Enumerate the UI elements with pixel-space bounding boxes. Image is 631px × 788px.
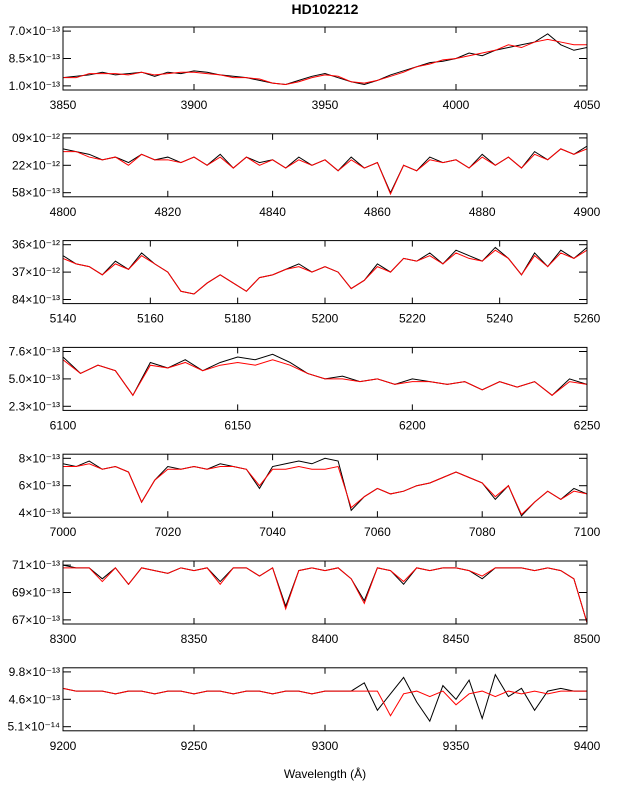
x-tick-label: 8450	[443, 632, 470, 646]
x-tick-label: 5240	[486, 312, 513, 326]
x-tick-label: 9300	[312, 739, 339, 753]
spectrum-line	[63, 463, 587, 516]
spectrum-line	[63, 145, 587, 194]
x-tick-label: 4840	[259, 205, 286, 219]
x-tick-label: 4880	[469, 205, 496, 219]
x-tick-label: 6100	[50, 418, 77, 432]
y-tick-label: 7.0×10⁻¹³	[9, 24, 60, 38]
x-tick-label: 8350	[181, 632, 208, 646]
spectrum-line	[63, 148, 587, 196]
x-tick-label: 7060	[364, 525, 391, 539]
spectrum-line	[63, 673, 587, 723]
x-tick-label: 4900	[574, 205, 601, 219]
y-tick-label: 6×10⁻¹³	[19, 479, 60, 493]
x-tick-label: 6150	[224, 418, 251, 432]
spectrum-line	[63, 564, 587, 623]
x-tick-label: 6250	[574, 418, 601, 432]
panel-frame	[62, 667, 588, 732]
x-tick-label: 5220	[399, 312, 426, 326]
spectrum-line	[63, 567, 587, 623]
panel-frame	[62, 133, 588, 198]
x-tick-label: 9200	[50, 739, 77, 753]
y-tick-label: 5.1×10⁻¹⁴	[7, 720, 60, 734]
x-tick-label: 3950	[312, 98, 339, 112]
x-tick-label: 9400	[574, 739, 601, 753]
x-tick-label: 4800	[50, 205, 77, 219]
y-tick-label: 4×10⁻¹³	[19, 506, 60, 520]
y-tick-label: 9.8×10⁻¹³	[9, 665, 60, 679]
x-tick-label: 7020	[154, 525, 181, 539]
y-tick-label: 8×10⁻¹³	[19, 451, 60, 465]
x-axis-label: Wavelength (Å)	[284, 766, 366, 781]
x-tick-label: 4860	[364, 205, 391, 219]
y-tick-label: 2.3×10⁻¹³	[9, 399, 60, 413]
x-tick-label: 8500	[574, 632, 601, 646]
spectrum-line	[63, 457, 587, 517]
panel-frame	[62, 240, 588, 305]
y-tick-label: 7.6×10⁻¹³	[9, 345, 60, 359]
panel-frame	[62, 26, 588, 91]
x-tick-label: 7040	[259, 525, 286, 539]
x-tick-label: 3900	[181, 98, 208, 112]
spectrum-line	[63, 33, 587, 86]
x-tick-label: 7100	[574, 525, 601, 539]
x-tick-label: 9350	[443, 739, 470, 753]
spectrum-line	[63, 38, 587, 86]
x-tick-label: 4000	[443, 98, 470, 112]
spectrum-line	[63, 353, 587, 397]
y-tick-label: 1.0×10⁻¹³	[9, 79, 60, 93]
y-tick-label: 84×10⁻¹³	[12, 292, 60, 306]
x-tick-label: 8300	[50, 632, 77, 646]
y-tick-label: 36×10⁻¹²	[12, 238, 60, 252]
y-tick-label: 4.6×10⁻¹³	[9, 692, 60, 706]
chart-title: HD102212	[292, 1, 359, 17]
x-tick-label: 5180	[224, 312, 251, 326]
x-tick-label: 7000	[50, 525, 77, 539]
x-tick-label: 5160	[137, 312, 164, 326]
y-tick-label: 09×10⁻¹²	[12, 131, 60, 145]
x-tick-label: 4820	[154, 205, 181, 219]
y-tick-label: 69×10⁻¹³	[12, 586, 60, 600]
spectrum-line	[63, 246, 587, 295]
x-tick-label: 5260	[574, 312, 601, 326]
x-tick-label: 3850	[50, 98, 77, 112]
x-tick-label: 7080	[469, 525, 496, 539]
x-tick-label: 8400	[312, 632, 339, 646]
y-tick-label: 67×10⁻¹³	[12, 613, 60, 627]
y-tick-label: 8.5×10⁻¹³	[9, 52, 60, 66]
y-tick-label: 71×10⁻¹³	[12, 558, 60, 572]
x-tick-label: 9250	[181, 739, 208, 753]
x-tick-label: 4050	[574, 98, 601, 112]
spectrum-line	[63, 359, 587, 397]
spectrum-line	[63, 687, 587, 717]
y-tick-label: 58×10⁻¹³	[12, 186, 60, 200]
spectrum-line	[63, 249, 587, 295]
y-tick-label: 22×10⁻¹²	[12, 158, 60, 172]
y-tick-label: 37×10⁻¹²	[12, 265, 60, 279]
y-tick-label: 5.0×10⁻¹³	[9, 372, 60, 386]
x-tick-label: 5200	[312, 312, 339, 326]
x-tick-label: 6200	[399, 418, 426, 432]
x-tick-label: 5140	[50, 312, 77, 326]
